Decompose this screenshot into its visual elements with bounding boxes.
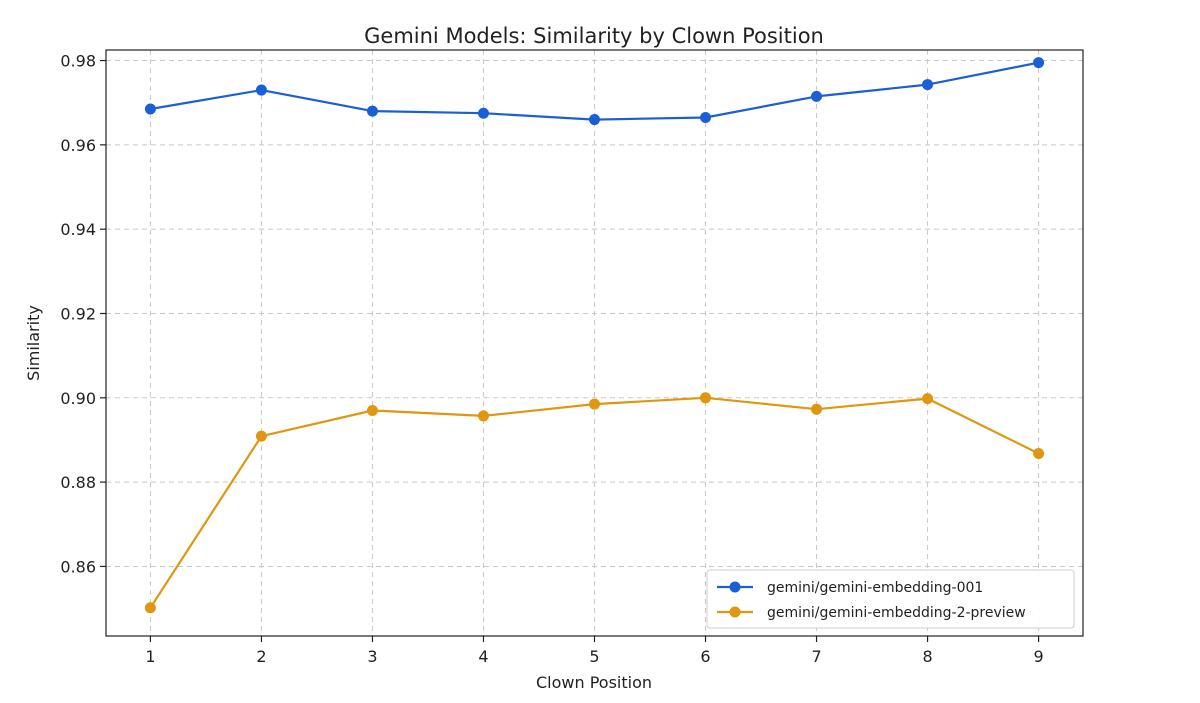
x-axis-label: Clown Position	[536, 673, 652, 692]
data-point	[144, 602, 156, 614]
x-tick-label: 8	[922, 647, 932, 666]
data-point	[255, 84, 267, 96]
y-tick-label: 0.98	[60, 52, 96, 71]
x-tick-label: 1	[145, 647, 155, 666]
x-tick-label: 2	[256, 647, 266, 666]
legend-marker-1	[729, 581, 741, 593]
data-point	[589, 398, 600, 410]
y-tick-label: 0.88	[60, 473, 96, 492]
x-tick-label: 5	[589, 647, 599, 666]
data-point	[366, 404, 378, 416]
legend-label-2: gemini/gemini-embedding-2-preview	[767, 605, 1026, 621]
y-tick-label: 0.90	[60, 389, 96, 408]
legend-marker-2	[729, 606, 741, 618]
x-tick-label: 7	[811, 647, 821, 666]
y-tick-label: 0.94	[60, 220, 96, 239]
data-point	[477, 410, 489, 422]
y-tick-label: 0.86	[60, 557, 96, 576]
y-tick-label: 0.92	[60, 304, 96, 323]
data-point	[1033, 57, 1045, 69]
data-point	[255, 430, 267, 442]
data-point	[1033, 447, 1045, 459]
grid-layer	[106, 50, 1083, 636]
chart-title: Gemini Models: Similarity by Clown Posit…	[364, 24, 824, 48]
y-tick-label: 0.96	[60, 136, 96, 155]
x-tick-label: 4	[478, 647, 488, 666]
data-point	[589, 114, 600, 126]
x-tick-label: 9	[1033, 647, 1043, 666]
data-point	[811, 90, 823, 102]
data-point	[144, 103, 156, 115]
legend-label-1: gemini/gemini-embedding-001	[767, 580, 983, 596]
data-point	[477, 107, 489, 119]
legend: gemini/gemini-embedding-001 gemini/gemini…	[706, 569, 1075, 629]
legend-box	[706, 569, 1075, 629]
data-point	[700, 111, 712, 123]
data-point	[366, 105, 378, 117]
data-point	[700, 392, 712, 404]
series-layer	[144, 57, 1045, 614]
x-tick-label: 6	[700, 647, 710, 666]
axis-layer: 1 2 3 4 5 6 7 8 9 0.86 0.88 0.90 0.92 0.94 0.96 0.98	[60, 52, 1043, 666]
x-tick-label: 3	[367, 647, 377, 666]
data-point	[922, 79, 934, 91]
data-point	[811, 403, 823, 415]
data-point	[922, 393, 934, 405]
y-axis-label: Similarity	[24, 305, 43, 381]
